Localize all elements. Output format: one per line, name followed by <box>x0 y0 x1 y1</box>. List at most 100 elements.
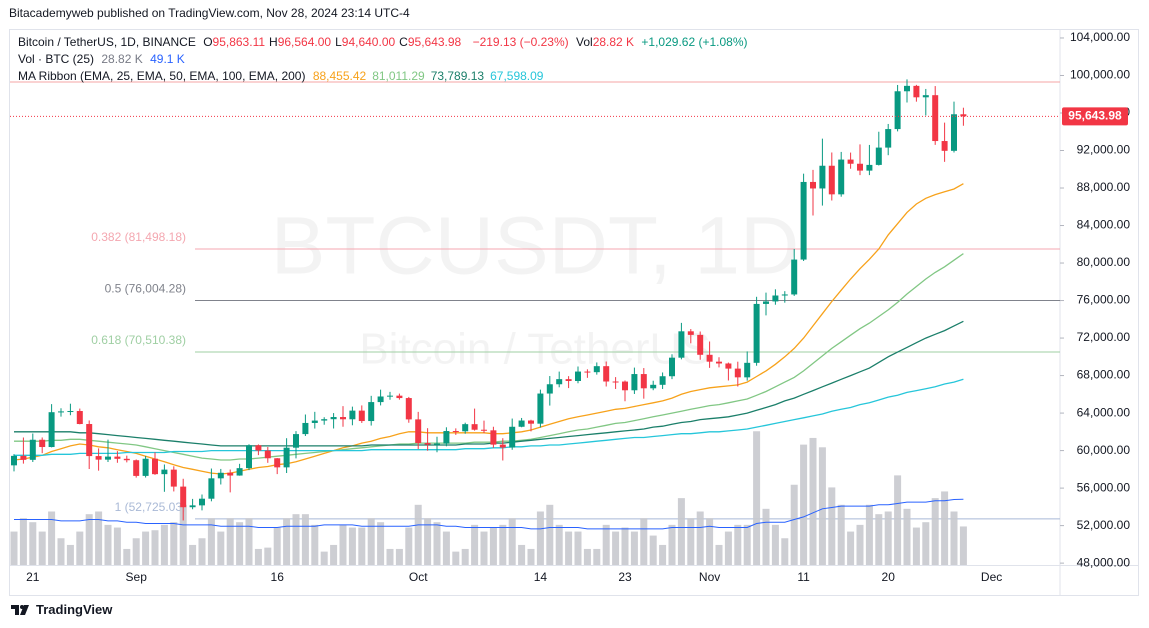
candle-body <box>631 374 638 391</box>
candle-body <box>142 458 149 476</box>
candle-body <box>58 411 64 413</box>
candle-body <box>264 450 271 459</box>
candle-body <box>509 426 516 448</box>
candle-body <box>358 410 365 422</box>
candle-body <box>810 181 816 189</box>
candle-body <box>687 331 694 335</box>
y-tick-label: 104,000.00 <box>1070 30 1130 44</box>
volume-bar <box>85 514 93 565</box>
volume-bar <box>66 544 74 565</box>
volume-bar <box>461 548 469 565</box>
volume-bar <box>132 538 140 565</box>
y-tick-label: 64,000.00 <box>1077 405 1131 419</box>
volume-bar <box>236 522 244 565</box>
y-tick-label: 60,000.00 <box>1077 443 1131 457</box>
ribbon-value: 88,455.42 <box>312 69 367 83</box>
volume-bar <box>19 518 27 565</box>
volume-bar <box>433 522 441 565</box>
candle-body <box>894 91 901 130</box>
candle-body <box>734 368 741 378</box>
volume-bar <box>123 548 131 565</box>
candle-body <box>321 419 328 421</box>
volume-bar <box>245 518 253 565</box>
x-tick-label: 21 <box>26 570 40 584</box>
volume-bar <box>536 511 544 565</box>
volume-title: Vol · BTC (25) <box>18 52 95 66</box>
candle-body <box>29 439 36 460</box>
volume-bar <box>696 511 704 565</box>
volume-ma: 49.1 K <box>150 52 185 66</box>
y-tick-label: 92,000.00 <box>1077 143 1131 157</box>
volume-bar <box>414 504 422 565</box>
candle-body <box>443 431 450 444</box>
volume-bar <box>142 531 150 565</box>
footer-text: TradingView <box>36 602 113 617</box>
candle-body <box>255 445 262 451</box>
candle-body <box>622 381 628 391</box>
candle-body <box>716 361 722 364</box>
volume-bar <box>76 531 84 565</box>
candle-body <box>387 395 393 397</box>
candle-body <box>697 334 704 355</box>
volume-bar <box>283 518 291 565</box>
volume-bar <box>452 551 460 565</box>
x-tick-label: Sep <box>126 570 148 584</box>
volume-bar <box>113 527 121 565</box>
volume-bar <box>254 548 262 565</box>
candle-body <box>20 455 27 460</box>
vol-value: 28.82 K <box>592 35 635 49</box>
volume-bar <box>198 538 206 565</box>
volume-bar <box>640 518 648 565</box>
candle-body <box>546 384 553 394</box>
volume-value: 28.82 K <box>101 52 143 66</box>
candle-body <box>490 430 497 445</box>
candle-body <box>368 402 375 422</box>
candle-body <box>857 163 863 171</box>
candle-body <box>922 95 929 98</box>
volume-bar <box>358 527 366 565</box>
candle-body <box>640 374 647 389</box>
vol-change: +1,029.62 (+1.08%) <box>641 35 748 49</box>
volume-bar <box>273 527 281 565</box>
symbol: Bitcoin / TetherUS, 1D, BINANCE <box>18 35 196 49</box>
volume-bar <box>574 531 582 565</box>
x-tick-label: Oct <box>409 570 428 584</box>
y-tick-label: 80,000.00 <box>1077 255 1131 269</box>
volume-bar <box>292 514 300 565</box>
y-tick-label: 52,000.00 <box>1077 518 1131 532</box>
watermark-sub: Bitcoin / TetherUS <box>359 325 710 374</box>
fib-label: 0.618 (70,510.38) <box>91 333 186 347</box>
volume-bar <box>583 548 591 565</box>
volume-bar <box>499 524 507 565</box>
volume-ma-line <box>14 498 964 530</box>
volume-bar <box>762 508 770 565</box>
candle-body <box>396 395 403 399</box>
candle-body <box>86 424 93 457</box>
fib-label: 1 (52,725.03) <box>115 500 186 514</box>
y-tick-label: 88,000.00 <box>1077 180 1131 194</box>
volume-bar <box>160 524 168 565</box>
volume-bar <box>771 524 779 565</box>
candle-body <box>904 85 910 92</box>
candle-body <box>528 420 534 424</box>
candle-body <box>866 164 873 171</box>
candle-body <box>772 295 779 302</box>
ohlc-value: 95,643.98 <box>407 35 462 49</box>
candle-body <box>67 411 74 413</box>
candle-body <box>584 371 591 373</box>
volume-bar <box>602 524 610 565</box>
candle-body <box>434 443 440 445</box>
change: −219.13 (−0.23%) <box>472 35 569 49</box>
volume-bar <box>790 484 798 565</box>
volume-bar <box>677 498 685 565</box>
volume-bar <box>10 531 18 565</box>
candle-body <box>481 429 487 431</box>
volume-bar <box>442 531 450 565</box>
volume-bar <box>687 518 695 565</box>
candle-body <box>537 393 544 424</box>
legend-volume: Vol · BTC (25) 28.82 K 49.1 K <box>18 52 189 66</box>
volume-bar <box>151 530 159 565</box>
legend-ribbon: MA Ribbon (EMA, 25, EMA, 50, EMA, 100, E… <box>18 69 549 83</box>
